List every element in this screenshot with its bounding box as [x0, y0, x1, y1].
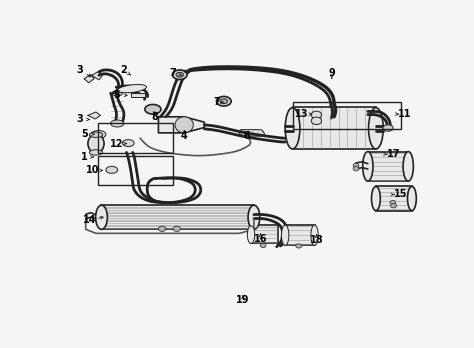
Polygon shape [158, 117, 204, 133]
Text: 15: 15 [394, 190, 408, 199]
Ellipse shape [110, 120, 124, 127]
Bar [368, 152, 408, 181]
Text: 13: 13 [295, 109, 309, 119]
Ellipse shape [176, 72, 183, 77]
Ellipse shape [173, 226, 181, 231]
Ellipse shape [296, 244, 301, 248]
Text: 7: 7 [170, 68, 176, 78]
Text: 11: 11 [398, 109, 411, 119]
Ellipse shape [363, 152, 373, 181]
Ellipse shape [96, 205, 108, 229]
Ellipse shape [106, 166, 118, 173]
Text: 16: 16 [254, 234, 267, 244]
Bar [251, 225, 278, 243]
Polygon shape [88, 112, 100, 119]
Text: 9: 9 [328, 68, 335, 78]
Ellipse shape [311, 117, 321, 125]
Text: 1: 1 [81, 152, 88, 162]
Bar [292, 108, 376, 149]
Ellipse shape [372, 187, 380, 211]
Text: 4: 4 [181, 130, 188, 141]
Bar [376, 187, 412, 211]
Text: 10: 10 [86, 165, 99, 175]
Bar [292, 102, 401, 129]
Ellipse shape [282, 225, 289, 245]
Ellipse shape [220, 99, 228, 104]
Text: 18: 18 [310, 235, 323, 245]
Ellipse shape [408, 187, 416, 211]
Ellipse shape [91, 130, 106, 139]
Bar [101, 205, 254, 229]
Text: 7: 7 [213, 97, 220, 107]
Ellipse shape [112, 90, 122, 96]
Ellipse shape [173, 70, 187, 80]
Text: 17: 17 [387, 149, 400, 159]
Ellipse shape [369, 108, 383, 149]
Ellipse shape [217, 96, 231, 106]
Text: 14: 14 [82, 215, 96, 225]
Ellipse shape [90, 132, 102, 137]
Ellipse shape [311, 111, 321, 119]
Ellipse shape [88, 134, 104, 153]
Ellipse shape [248, 205, 260, 229]
Ellipse shape [175, 117, 193, 133]
Text: 5: 5 [113, 90, 119, 100]
Ellipse shape [353, 164, 359, 168]
Ellipse shape [285, 108, 300, 149]
Ellipse shape [353, 167, 359, 171]
Ellipse shape [391, 204, 396, 208]
Text: 6: 6 [243, 130, 250, 141]
Text: 3: 3 [76, 65, 83, 75]
Bar [98, 124, 173, 153]
Text: 8: 8 [151, 112, 158, 122]
Text: 3: 3 [76, 114, 83, 125]
Ellipse shape [311, 225, 318, 245]
Polygon shape [239, 130, 264, 136]
Ellipse shape [390, 200, 396, 205]
Ellipse shape [122, 140, 134, 147]
Ellipse shape [90, 150, 102, 155]
Text: 2: 2 [120, 65, 127, 75]
Text: 19: 19 [236, 295, 250, 305]
Text: 5: 5 [81, 129, 88, 139]
Polygon shape [91, 71, 102, 80]
Ellipse shape [145, 104, 161, 114]
Ellipse shape [158, 226, 166, 231]
Bar [98, 156, 173, 185]
Ellipse shape [260, 243, 266, 247]
Bar [131, 93, 145, 97]
Bar [285, 224, 315, 245]
Ellipse shape [383, 125, 393, 131]
Text: 12: 12 [109, 139, 123, 149]
Ellipse shape [247, 226, 255, 244]
Ellipse shape [118, 85, 146, 93]
Ellipse shape [403, 152, 413, 181]
Polygon shape [84, 74, 94, 83]
